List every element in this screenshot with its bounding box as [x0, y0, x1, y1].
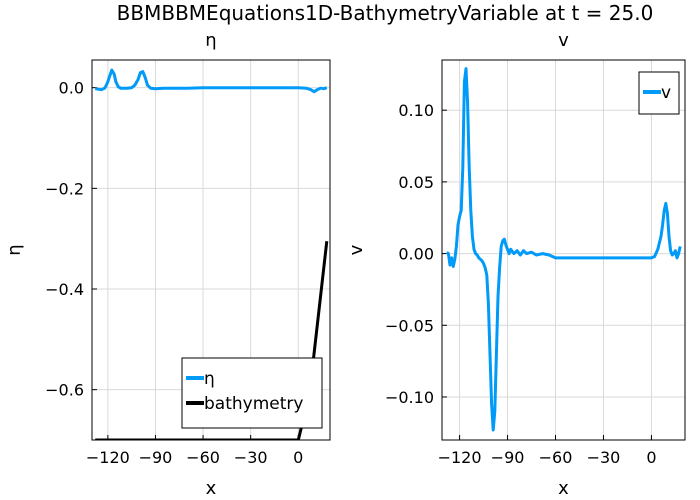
- legend-box: [181, 357, 323, 429]
- y-tick-label: 0.00: [398, 245, 434, 264]
- y-axis-label: η: [4, 244, 25, 255]
- y-axis-label: v: [346, 244, 367, 255]
- y-tick-label: −0.10: [385, 388, 434, 407]
- x-tick-label: −90: [491, 448, 525, 467]
- plot-frame: [441, 59, 686, 441]
- x-tick-label: −60: [539, 448, 573, 467]
- y-tick-label: 0.10: [398, 101, 434, 120]
- x-axis-label: x: [206, 478, 217, 499]
- y-tick-label: −0.6: [45, 381, 84, 400]
- figure-title: BBMBBMEquations1D-BathymetryVariable at …: [117, 1, 654, 25]
- x-tick-label: −120: [438, 448, 482, 467]
- v-panel: −120 −90 −60 −30 0 0.10 0.05 0.00 −0.05 −0.10 v x v v: [346, 30, 686, 499]
- y-tick-label: −0.2: [45, 179, 84, 198]
- legend: η bathymetry: [181, 357, 323, 429]
- panel-title: v: [558, 30, 569, 51]
- x-tick-label: −120: [86, 448, 130, 467]
- legend-label: bathymetry: [204, 394, 303, 414]
- series-line-eta: [94, 68, 328, 94]
- y-tick-label: 0.05: [398, 173, 434, 192]
- legend: v: [638, 71, 680, 115]
- series-line-v: [445, 67, 682, 432]
- x-tick-label: −60: [186, 448, 220, 467]
- panel-title: η: [205, 30, 216, 51]
- y-tick-label: 0.0: [59, 79, 84, 98]
- legend-label: v: [661, 83, 671, 103]
- x-tick-label: −30: [234, 448, 268, 467]
- series-line-bathymetry: [95, 241, 329, 440]
- x-tick-label: 0: [646, 448, 656, 467]
- x-tick-label: 0: [293, 448, 303, 467]
- eta-panel: −120 −90 −60 −30 0 0.0 −0.2 −0.4 −0.6 η x η η bathyme…: [4, 30, 331, 499]
- y-tick-label: −0.05: [385, 316, 434, 335]
- x-tick-label: −30: [587, 448, 621, 467]
- x-axis-label: x: [558, 478, 569, 499]
- y-tick-label: −0.4: [45, 280, 84, 299]
- x-tick-label: −90: [139, 448, 173, 467]
- legend-label: η: [204, 369, 215, 389]
